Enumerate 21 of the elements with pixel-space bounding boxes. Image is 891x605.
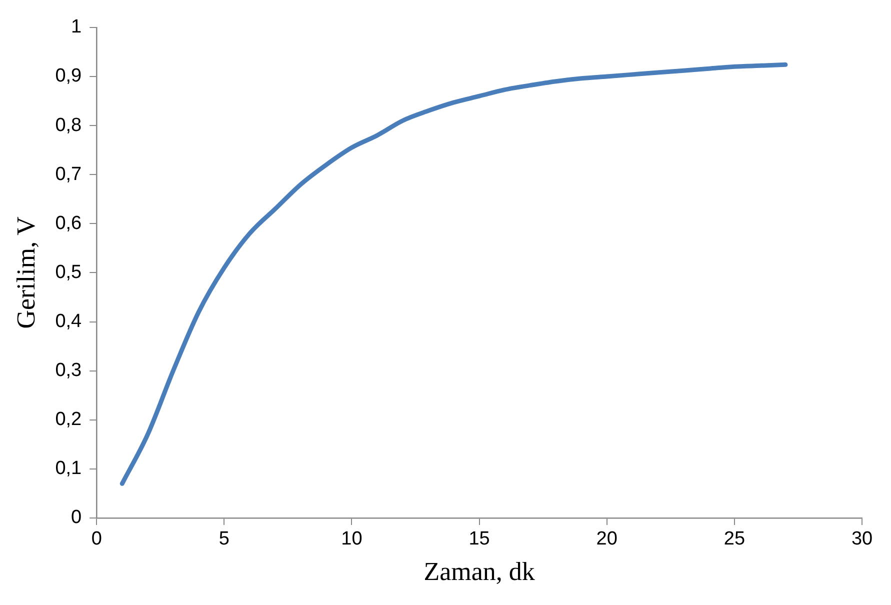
x-tick-label: 10 — [341, 528, 362, 550]
x-tick-label: 0 — [91, 528, 102, 550]
x-tick-label: 30 — [851, 528, 873, 550]
y-axis-title: Gerilim, V — [11, 216, 40, 329]
x-axis-title: Zaman, dk — [424, 557, 535, 586]
x-tick-label: 5 — [218, 528, 230, 550]
y-tick-label: 0,3 — [55, 360, 82, 382]
line-series — [120, 62, 788, 486]
y-tick-label: 1 — [71, 16, 82, 38]
y-tick-label: 0,5 — [55, 262, 82, 283]
y-tick-label: 0,9 — [55, 66, 82, 87]
y-tick-label: 0,7 — [55, 164, 82, 185]
y-tick-label: 0,2 — [55, 409, 82, 430]
y-tick-label: 0,8 — [55, 114, 82, 136]
y-tick-label: 0,6 — [55, 212, 82, 234]
y-tick-label: 0,1 — [55, 458, 82, 480]
x-tick-label: 25 — [724, 528, 746, 550]
y-tick-label: 0 — [71, 507, 82, 528]
x-tick-label: 15 — [468, 528, 490, 550]
x-tick-label: 20 — [596, 528, 618, 550]
y-tick-label: 0,4 — [55, 310, 82, 332]
